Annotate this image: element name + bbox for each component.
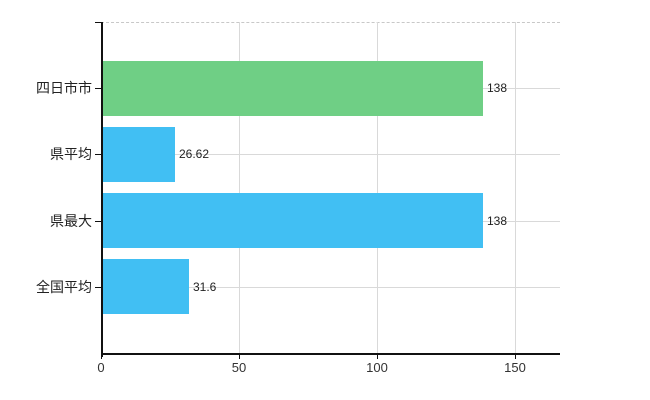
y-axis-tick (95, 287, 101, 288)
x-axis-tick (515, 353, 516, 359)
bar[interactable] (102, 61, 483, 116)
gridline-vertical (515, 22, 516, 353)
category-label: 県最大 (50, 213, 92, 229)
y-axis-tick (95, 154, 101, 155)
bar[interactable] (102, 193, 483, 248)
x-axis-tick-label: 0 (97, 360, 105, 375)
category-label: 県平均 (50, 146, 92, 162)
x-axis-tick (239, 353, 240, 359)
bar-value-label: 31.6 (193, 280, 217, 294)
y-axis-tick (95, 22, 101, 23)
x-axis-line (101, 353, 560, 355)
bar-value-label: 138 (487, 81, 508, 95)
plot-top-border (101, 22, 560, 23)
category-label: 四日市市 (36, 80, 92, 96)
x-axis-tick-label: 150 (504, 360, 526, 375)
bar-value-label: 26.62 (179, 147, 210, 161)
bar[interactable] (102, 127, 175, 182)
bar[interactable] (102, 259, 189, 314)
bar-value-label: 138 (487, 214, 508, 228)
y-axis-line (101, 22, 103, 357)
gridline-horizontal (101, 154, 560, 155)
y-axis-tick (95, 88, 101, 89)
category-label: 全国平均 (36, 279, 92, 295)
x-axis-tick-label: 100 (366, 360, 388, 375)
x-axis-tick (377, 353, 378, 359)
gridline-horizontal (101, 287, 560, 288)
x-axis-tick (101, 353, 102, 359)
y-axis-tick (95, 221, 101, 222)
gridline-vertical (239, 22, 240, 353)
x-axis-tick-label: 50 (231, 360, 247, 375)
gridline-vertical (377, 22, 378, 353)
